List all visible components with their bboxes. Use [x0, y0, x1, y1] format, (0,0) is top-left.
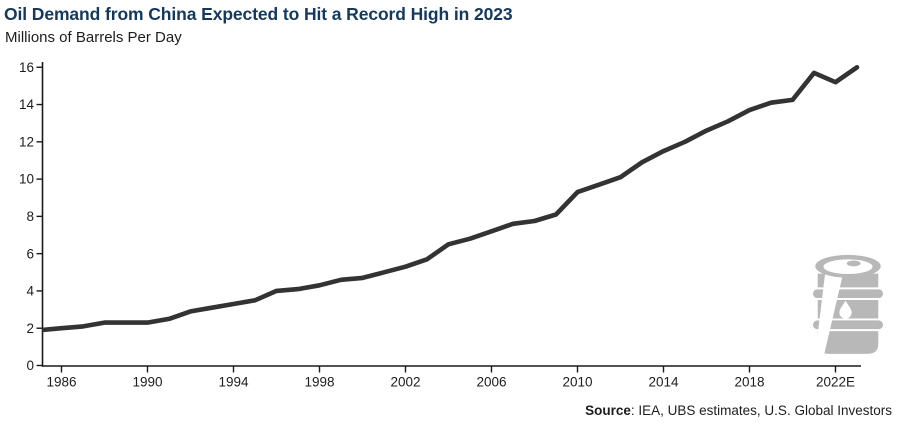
x-tick-label: 2006: [476, 375, 506, 390]
y-tick-label: 10: [19, 172, 34, 187]
source-label: Source: [585, 403, 631, 418]
demand-line: [42, 65, 860, 333]
x-tick-label: 2018: [734, 375, 764, 390]
source-note: Source: IEA, UBS estimates, U.S. Global …: [585, 403, 892, 418]
barrel-bung: [846, 260, 861, 267]
y-tick-label: 2: [26, 321, 34, 336]
x-tick-label: 1994: [218, 375, 249, 390]
y-tick-label: 12: [19, 134, 34, 149]
barrel-top-inner: [823, 259, 873, 275]
oil-droplet-icon: [839, 300, 852, 319]
x-tick-label: 1990: [132, 375, 162, 390]
x-tick-label: 1986: [46, 375, 76, 390]
x-tick-label: 2014: [648, 375, 679, 390]
y-tick-label: 4: [26, 284, 34, 299]
y-tick-label: 14: [19, 97, 35, 112]
y-tick-label: 16: [19, 60, 34, 75]
source-text: : IEA, UBS estimates, U.S. Global Invest…: [630, 403, 892, 418]
y-tick-label: 0: [26, 358, 34, 373]
chart-title: Oil Demand from China Expected to Hit a …: [4, 4, 513, 24]
x-tick-label: 2022E: [816, 375, 855, 390]
y-tick-label: 6: [26, 246, 34, 261]
y-tick-label: 8: [26, 209, 34, 224]
x-tick-label: 2002: [390, 375, 420, 390]
x-tick-label: 2010: [562, 375, 592, 390]
oil-barrel-icon: [811, 254, 885, 354]
barrel-highlight: [815, 273, 844, 354]
chart-subtitle: Millions of Barrels Per Day: [5, 29, 182, 46]
x-tick-label: 1998: [304, 375, 334, 390]
